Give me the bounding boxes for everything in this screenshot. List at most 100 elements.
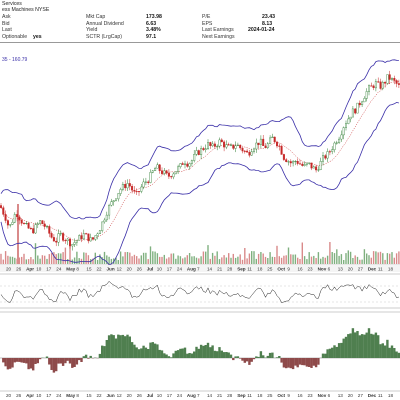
candle-body [361,101,364,106]
candle-body [156,164,159,169]
macd-bar [110,334,113,358]
candlestick [384,80,387,88]
candlestick [154,166,157,171]
candle-body [158,164,161,171]
candlestick [363,96,366,103]
candle-body [48,226,51,234]
candle-body [75,240,78,243]
volume-bar [161,256,163,264]
volume-bar [340,254,343,264]
candlestick [174,171,177,175]
candlestick [264,143,267,149]
macd-bar [130,342,134,358]
mktcap-label: Mkt Cap [86,14,106,20]
volume-bar [126,252,129,264]
candlestick [89,233,92,242]
candle-body [43,223,46,227]
candlestick [68,237,71,249]
macd-bar [176,350,180,358]
volume-bar [37,255,39,264]
candlestick [292,160,295,167]
volume-bar [41,255,44,264]
candle-body [181,163,184,165]
date-tick-label: 17 [46,267,52,272]
volume-bar [14,257,16,264]
volume-bar [246,258,248,264]
candle-body [46,226,49,228]
candlestick [216,144,219,151]
macd-bar [117,334,120,358]
candle-body [218,139,221,147]
candle-body [243,150,246,152]
candle-body [252,148,255,152]
macd-histogram-panel [0,311,400,373]
candlestick [206,139,209,150]
candlestick [181,161,184,165]
volume-bar [163,254,165,264]
candlestick [386,74,389,85]
macd-bar [252,358,256,360]
macd-bar [89,355,92,358]
volume-bar [395,253,398,264]
bid-label: Bid [2,20,10,27]
optionable-value: yes [33,33,42,40]
candle-body [331,149,334,152]
candlestick [197,149,200,156]
date-tick-label: 17 [167,267,173,272]
date-tick-label: 6 [328,393,331,398]
candle-body [200,148,203,156]
candlestick [108,203,111,220]
macd-bar [239,358,242,359]
candlestick [98,230,101,235]
volume-bar [310,256,313,264]
macd-bar [153,343,157,358]
macd-bar [45,356,49,358]
volume-bar [57,253,60,264]
macd-bar [291,358,295,370]
macd-bar [285,358,288,369]
volume-bar [343,260,345,264]
volume-bar [182,258,184,264]
candle-body [135,191,138,193]
macd-bar [119,335,122,358]
quote-header: Services ess Machines NYSE Ask Bid Last … [0,0,400,42]
macd-bar [36,358,39,364]
macd-bar [259,351,263,358]
date-tick-label: May [66,393,75,398]
candlestick [78,234,81,241]
candlestick [255,138,258,153]
volume-bar [188,253,191,264]
volume-bar [225,257,228,264]
volume-bar [17,204,19,264]
candlestick [273,136,276,144]
candle-body [282,154,285,160]
candle-body [377,81,380,83]
candle-body [391,78,394,80]
yield-value: 3.48% [146,27,161,33]
candlestick [331,146,334,155]
date-tick-label: 13 [338,267,344,272]
candle-body [347,118,350,124]
volume-bar [384,259,386,264]
macd-bar [209,347,212,358]
candlestick [285,158,288,163]
candlestick [177,164,180,174]
candle-body [308,162,311,164]
macd-bar [142,345,145,358]
candlestick [220,138,223,143]
macd-bar [137,349,141,358]
date-tick-label: 20 [127,393,133,398]
volume-bar [25,259,27,264]
macd-bar [188,353,191,358]
volume-bar [44,255,46,264]
candlestick [358,100,361,108]
candlestick [170,175,173,180]
volume-bar [207,245,209,264]
candle-body [151,170,154,173]
candle-body [110,201,113,206]
date-tick-label: 17 [167,393,173,398]
date-tick-label: 21 [217,393,223,398]
volume-bar [53,252,55,264]
candlestick [142,178,145,190]
volume-bar [237,256,239,264]
